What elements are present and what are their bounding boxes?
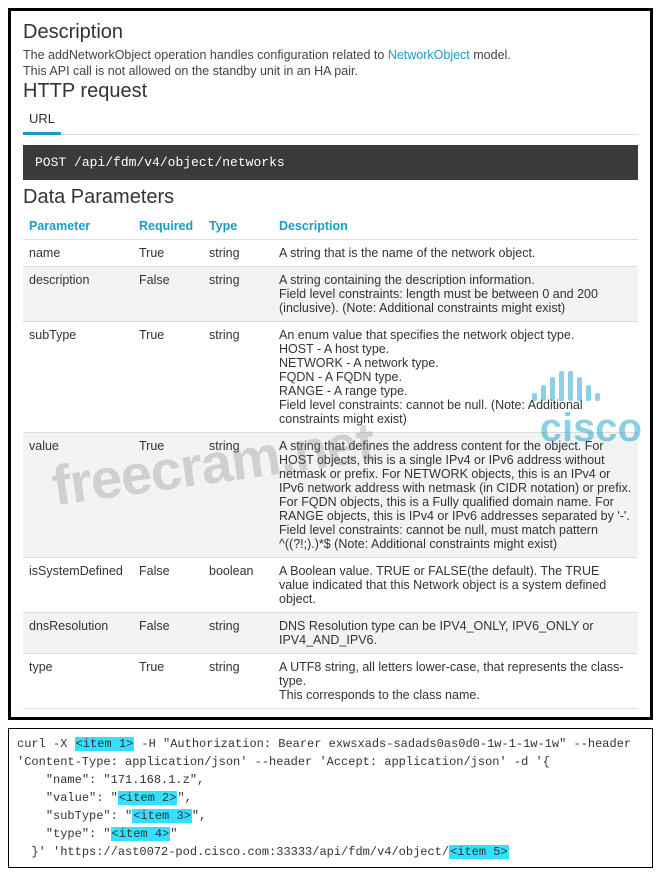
curl-block: curl -X <item 1> -H "Authorization: Bear… (8, 728, 653, 868)
cell-description: A UTF8 string, all letters lower-case, t… (273, 654, 638, 709)
endpoint-block: POST /api/fdm/v4/object/networks (23, 145, 638, 180)
cell-type: boolean (203, 558, 273, 613)
cell-param: value (23, 433, 133, 558)
curl-item-3: <item 3> (132, 809, 192, 823)
endpoint-method: POST (35, 155, 66, 170)
desc-text-pre: The addNetworkObject operation handles c… (23, 48, 388, 62)
cell-param: isSystemDefined (23, 558, 133, 613)
cell-param: subType (23, 322, 133, 433)
cell-description: A string containing the description info… (273, 267, 638, 322)
link-networkobject[interactable]: NetworkObject (388, 48, 470, 62)
heading-description: Description (23, 21, 638, 44)
desc-text-post: model. (470, 48, 511, 62)
th-parameter: Parameter (23, 213, 133, 240)
cell-required: False (133, 267, 203, 322)
cell-description: A Boolean value. TRUE or FALSE(the defau… (273, 558, 638, 613)
curl-item-4: <item 4> (111, 827, 171, 841)
curl-sub-pre: "subType": " (17, 809, 132, 823)
curl-type-pre: "type": " (17, 827, 111, 841)
heading-data-parameters: Data Parameters (23, 186, 638, 209)
cell-required: True (133, 240, 203, 267)
curl-value-post: ", (177, 791, 191, 805)
curl-name-line: "name": "171.168.1.z", (17, 773, 204, 787)
cell-param: name (23, 240, 133, 267)
cell-type: string (203, 433, 273, 558)
curl-item-2: <item 2> (118, 791, 178, 805)
cell-type: string (203, 267, 273, 322)
params-table: Parameter Required Type Description name… (23, 213, 638, 709)
curl-post1: -H "Authorization: Bearer exwsxads-sadad… (134, 737, 631, 751)
table-row: subTypeTruestringAn enum value that spec… (23, 322, 638, 433)
cell-required: True (133, 654, 203, 709)
table-row: typeTruestringA UTF8 string, all letters… (23, 654, 638, 709)
doc-panel: Description The addNetworkObject operati… (8, 8, 653, 720)
curl-type-post: " (170, 827, 177, 841)
th-required: Required (133, 213, 203, 240)
curl-sub-post: ", (192, 809, 206, 823)
table-row: descriptionFalsestringA string containin… (23, 267, 638, 322)
cell-required: True (133, 322, 203, 433)
table-row: dnsResolutionFalsestringDNS Resolution t… (23, 613, 638, 654)
tab-row: URL (23, 107, 638, 135)
curl-value-pre: "value": " (17, 791, 118, 805)
cell-description: A string that defines the address conten… (273, 433, 638, 558)
cell-type: string (203, 654, 273, 709)
curl-line2: 'Content-Type: application/json' --heade… (17, 755, 550, 769)
cell-type: string (203, 322, 273, 433)
description-line-1: The addNetworkObject operation handles c… (23, 48, 638, 62)
curl-end-pre: }' 'https://ast0072-pod.cisco.com:33333/… (17, 845, 449, 859)
cell-type: string (203, 613, 273, 654)
curl-pre1: curl -X (17, 737, 75, 751)
tab-url[interactable]: URL (23, 107, 61, 135)
curl-item-5: <item 5> (449, 845, 509, 859)
curl-item-1: <item 1> (75, 737, 135, 751)
th-description: Description (273, 213, 638, 240)
cell-param: type (23, 654, 133, 709)
th-type: Type (203, 213, 273, 240)
heading-http-request: HTTP request (23, 80, 638, 103)
cell-description: DNS Resolution type can be IPV4_ONLY, IP… (273, 613, 638, 654)
description-line-2: This API call is not allowed on the stan… (23, 64, 638, 78)
cell-required: False (133, 558, 203, 613)
table-row: isSystemDefinedFalsebooleanA Boolean val… (23, 558, 638, 613)
cell-required: True (133, 433, 203, 558)
cell-description: A string that is the name of the network… (273, 240, 638, 267)
endpoint-path: /api/fdm/v4/object/networks (74, 155, 285, 170)
cell-param: description (23, 267, 133, 322)
cell-description: An enum value that specifies the network… (273, 322, 638, 433)
cell-type: string (203, 240, 273, 267)
cell-required: False (133, 613, 203, 654)
table-row: nameTruestringA string that is the name … (23, 240, 638, 267)
table-row: valueTruestringA string that defines the… (23, 433, 638, 558)
cell-param: dnsResolution (23, 613, 133, 654)
